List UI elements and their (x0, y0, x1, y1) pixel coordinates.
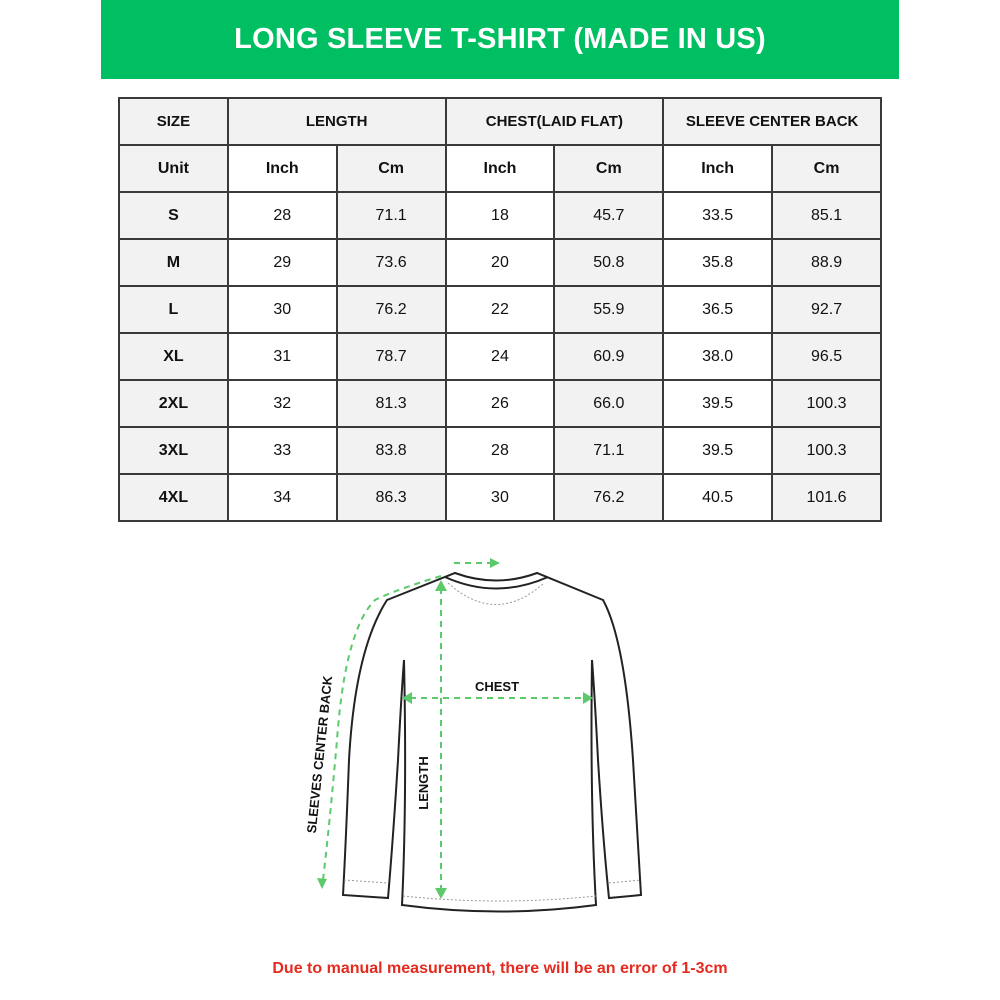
cell: 40.5 (662, 473, 774, 522)
measure-arrows (322, 562, 586, 892)
header-length: LENGTH (226, 97, 447, 146)
cell: 39.5 (662, 379, 774, 428)
cell: 38.0 (662, 332, 774, 381)
cell: 45.7 (553, 191, 665, 240)
cell: 32 (226, 379, 338, 428)
cell: Inch (444, 144, 556, 193)
cell: 71.1 (553, 426, 665, 475)
cell: 36.5 (662, 285, 774, 334)
cell: 60.9 (553, 332, 665, 381)
table-row: L 30 76.2 22 55.9 36.5 92.7 (118, 285, 882, 334)
cell: 85.1 (771, 191, 882, 240)
cell: 101.6 (771, 473, 882, 522)
header-size: SIZE (118, 97, 229, 146)
cell: 33 (226, 426, 338, 475)
cell: 39.5 (662, 426, 774, 475)
cell: Inch (226, 144, 338, 193)
table-row: 3XL 33 83.8 28 71.1 39.5 100.3 (118, 426, 882, 475)
row-label: S (118, 191, 229, 240)
cell: 35.8 (662, 238, 774, 287)
cell: 76.2 (335, 285, 447, 334)
cell: Inch (662, 144, 774, 193)
arrow-heads (317, 558, 593, 899)
cell: Cm (771, 144, 882, 193)
row-label: Unit (118, 144, 229, 193)
row-label: 2XL (118, 379, 229, 428)
cell: Cm (553, 144, 665, 193)
cell: 50.8 (553, 238, 665, 287)
measurement-note: Due to manual measurement, there will be… (272, 960, 728, 977)
cell: 76.2 (553, 473, 665, 522)
length-label: LENGTH (416, 756, 431, 809)
cell: 100.3 (771, 426, 882, 475)
cell: 100.3 (771, 379, 882, 428)
cell: 73.6 (335, 238, 447, 287)
cell: 29 (226, 238, 338, 287)
cell: 34 (226, 473, 338, 522)
cell: 86.3 (335, 473, 447, 522)
cell: 24 (444, 332, 556, 381)
table-row: M 29 73.6 20 50.8 35.8 88.9 (118, 238, 882, 287)
header-chest: CHEST(LAID FLAT) (444, 97, 665, 146)
cell: 83.8 (335, 426, 447, 475)
row-label: 4XL (118, 473, 229, 522)
page-title: LONG SLEEVE T-SHIRT (MADE IN US) (234, 23, 766, 55)
cell: Cm (335, 144, 447, 193)
cell: 88.9 (771, 238, 882, 287)
cell: 28 (444, 426, 556, 475)
row-label: L (118, 285, 229, 334)
row-label: M (118, 238, 229, 287)
header-sleeve: SLEEVE CENTER BACK (662, 97, 882, 146)
table-row: 4XL 34 86.3 30 76.2 40.5 101.6 (118, 473, 882, 522)
cell: 81.3 (335, 379, 447, 428)
cell: 18 (444, 191, 556, 240)
table-row: S 28 71.1 18 45.7 33.5 85.1 (118, 191, 882, 240)
cell: 28 (226, 191, 338, 240)
cell: 71.1 (335, 191, 447, 240)
header-row: SIZE LENGTH CHEST(LAID FLAT) SLEEVE CENT… (118, 97, 882, 146)
row-label: 3XL (118, 426, 229, 475)
row-label: XL (118, 332, 229, 381)
cell: 22 (444, 285, 556, 334)
cell: 78.7 (335, 332, 447, 381)
cell: 33.5 (662, 191, 774, 240)
shirt-outline (341, 571, 643, 913)
cell: 30 (444, 473, 556, 522)
cell: 20 (444, 238, 556, 287)
table-row: 2XL 32 81.3 26 66.0 39.5 100.3 (118, 379, 882, 428)
chest-label: CHEST (475, 679, 519, 694)
cell: 96.5 (771, 332, 882, 381)
cell: 26 (444, 379, 556, 428)
cell: 30 (226, 285, 338, 334)
cell: 92.7 (771, 285, 882, 334)
cell: 55.9 (553, 285, 665, 334)
size-table: SIZE LENGTH CHEST(LAID FLAT) SLEEVE CENT… (118, 97, 882, 522)
title-banner: LONG SLEEVE T-SHIRT (MADE IN US) (101, 0, 899, 79)
cell: 31 (226, 332, 338, 381)
table-row: XL 31 78.7 24 60.9 38.0 96.5 (118, 332, 882, 381)
cell: 66.0 (553, 379, 665, 428)
unit-row: Unit Inch Cm Inch Cm Inch Cm (118, 144, 882, 193)
